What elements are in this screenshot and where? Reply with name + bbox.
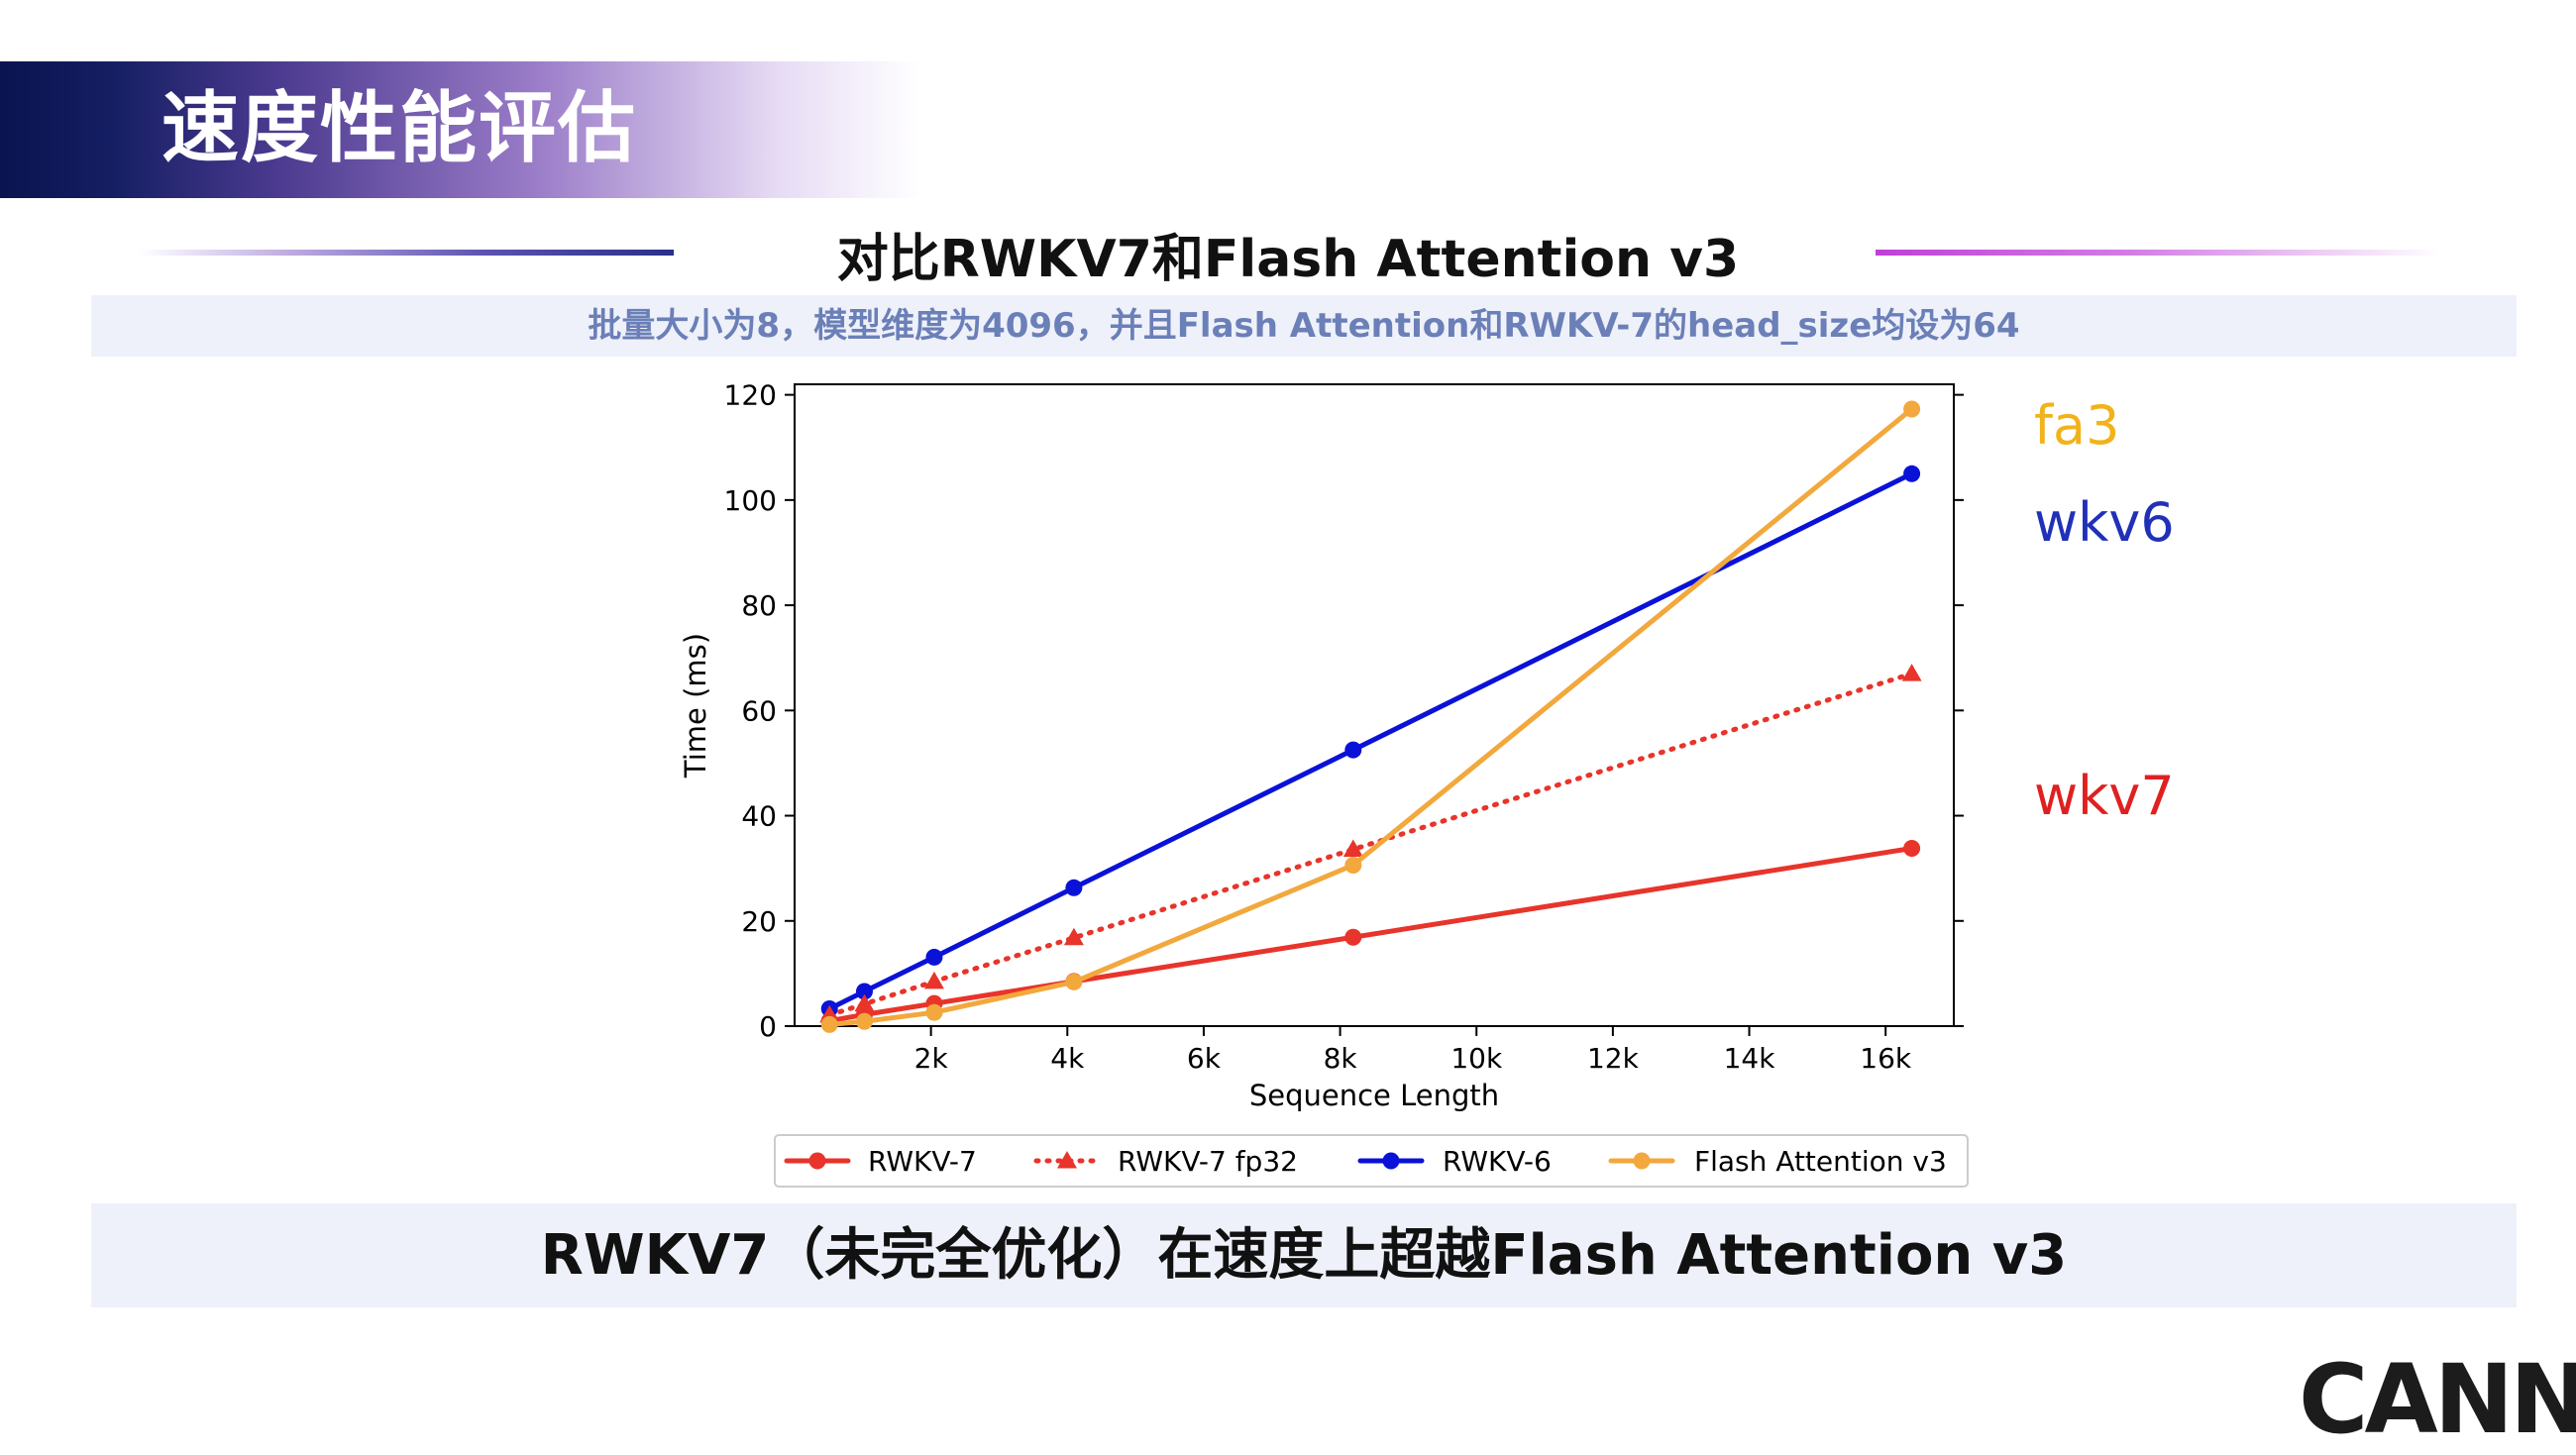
x-tick-label: 6k [1187, 1042, 1222, 1075]
slide-title: 速度性能评估 [161, 84, 638, 173]
legend-marker-1 [1057, 1151, 1077, 1169]
data-point-3-1 [855, 1012, 873, 1030]
annotation-wkv7: wkv7 [2034, 765, 2175, 827]
data-point-1-4 [1342, 839, 1363, 858]
data-point-0-4 [1344, 928, 1362, 946]
data-point-0-5 [1903, 839, 1921, 857]
data-point-2-3 [1065, 879, 1083, 896]
legend-label-3: Flash Attention v3 [1694, 1145, 1947, 1178]
y-tick-label: 80 [741, 589, 777, 622]
data-point-3-5 [1903, 400, 1921, 418]
annotation-fa3: fa3 [2034, 394, 2120, 457]
x-tick-label: 10k [1450, 1042, 1503, 1075]
series-line-0 [826, 845, 1915, 1024]
cann-logo: CANN [2299, 1352, 2576, 1447]
y-tick-label: 60 [741, 694, 777, 727]
plot-frame [794, 383, 1955, 1027]
legend-marker-2 [1382, 1152, 1400, 1170]
logo-text: CANN [2299, 1344, 2576, 1455]
x-tick-label: 8k [1324, 1042, 1358, 1075]
y-tick-label: 100 [724, 484, 777, 517]
data-point-3-4 [1344, 856, 1362, 874]
x-axis-label: Sequence Length [1249, 1079, 1499, 1112]
data-point-1-1 [854, 993, 875, 1012]
x-tick-label: 16k [1860, 1042, 1912, 1075]
y-tick-label: 40 [741, 800, 777, 833]
conclusion-bar [91, 1203, 2517, 1307]
data-point-2-4 [1344, 741, 1362, 759]
x-tick-label: 2k [914, 1042, 949, 1075]
data-point-1-3 [1063, 927, 1084, 946]
data-point-3-0 [820, 1015, 838, 1033]
data-point-1-2 [923, 971, 944, 989]
series-line-1 [826, 671, 1915, 1018]
title-banner [0, 61, 921, 198]
series-line-2 [826, 470, 1915, 1011]
line-chart: 2k 4k 6k 8k 10k 12k 14k 16k 0 20 40 60 80 100 120 Seque… [679, 379, 1969, 1188]
conclusion-text: RWKV7（未完全优化）在速度上超越Flash Attention v3 [540, 1223, 2068, 1288]
y-tick-label: 0 [759, 1010, 777, 1043]
x-tick-label: 4k [1050, 1042, 1085, 1075]
subtitle-text: 批量大小为8，模型维度为4096，并且Flash Attention和RWKV-… [588, 306, 2020, 346]
decorative-line-left [139, 250, 674, 256]
legend-marker-0 [808, 1152, 826, 1170]
data-point-2-2 [925, 948, 943, 966]
legend-label-1: RWKV-7 fp32 [1118, 1145, 1298, 1178]
data-point-2-1 [855, 983, 873, 1000]
chart-heading: 对比RWKV7和Flash Attention v3 [836, 230, 1740, 289]
data-point-3-2 [925, 1003, 943, 1021]
x-tick-label: 14k [1724, 1042, 1776, 1075]
decorative-line-right [1876, 250, 2440, 256]
annotation-wkv6: wkv6 [2034, 491, 2175, 554]
subtitle-bar [91, 295, 2517, 357]
y-axis-label: Time (ms) [679, 633, 712, 779]
data-point-3-3 [1065, 973, 1083, 990]
y-tick-label: 20 [741, 905, 777, 938]
legend-label-0: RWKV-7 [868, 1145, 977, 1178]
legend-label-2: RWKV-6 [1443, 1145, 1552, 1178]
y-tick-label: 120 [724, 379, 777, 412]
x-tick-label: 12k [1587, 1042, 1640, 1075]
data-point-2-5 [1903, 465, 1921, 482]
legend-marker-3 [1633, 1152, 1651, 1170]
data-point-1-5 [1901, 664, 1922, 681]
